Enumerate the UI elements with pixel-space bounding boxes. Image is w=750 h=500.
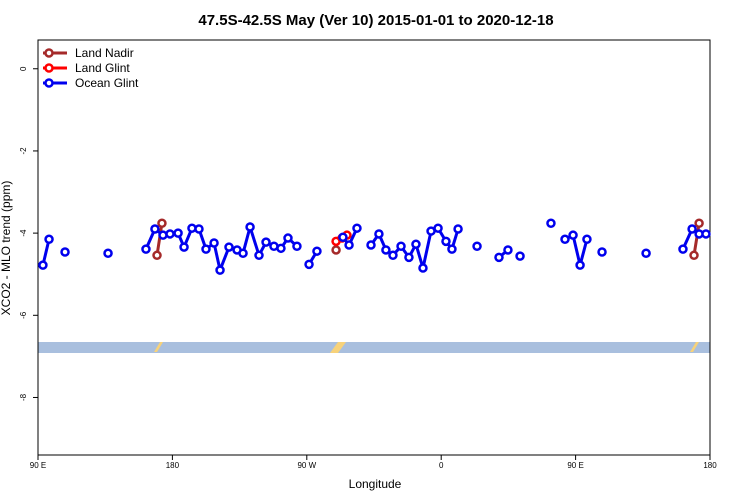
y-tick-label: -6 (19, 311, 28, 319)
x-tick-label: 0 (439, 461, 444, 470)
point (689, 250, 699, 261)
ocean-band (38, 342, 710, 353)
series-line (155, 223, 701, 256)
chart-title: 47.5S-42.5S May (Ver 10) 2015-01-01 to 2… (198, 12, 553, 29)
point (292, 241, 302, 252)
point (60, 247, 70, 257)
point (245, 222, 255, 232)
point (209, 238, 219, 248)
point (472, 241, 482, 252)
point (366, 240, 376, 250)
point (331, 245, 341, 255)
point (150, 224, 160, 234)
point (546, 218, 556, 229)
point (515, 251, 525, 261)
point (687, 224, 697, 234)
point (453, 224, 463, 234)
x-axis-label: Longitude (349, 477, 402, 491)
point (201, 244, 211, 254)
y-axis-label: XCO2 - MLO trend (ppm) (0, 181, 13, 316)
point (283, 233, 293, 243)
point (404, 252, 414, 263)
point (224, 242, 234, 252)
point (575, 260, 585, 270)
point (381, 245, 391, 255)
plot-frame (37, 39, 711, 456)
point (441, 236, 451, 247)
legend-label: Land Glint (75, 61, 130, 75)
point (157, 218, 167, 229)
x-tick-label: 90 W (297, 461, 316, 470)
point (103, 248, 113, 259)
point (447, 244, 457, 254)
point (141, 244, 151, 254)
point (641, 248, 651, 259)
point (560, 234, 570, 245)
point (597, 247, 607, 257)
legend-label: Land Nadir (75, 46, 134, 60)
point (678, 244, 688, 254)
point (396, 241, 406, 252)
point (312, 246, 322, 256)
x-tick-label: 90 E (567, 461, 583, 470)
point (215, 265, 225, 275)
y-tick-label: -4 (19, 229, 28, 237)
point (165, 229, 175, 239)
point (238, 248, 248, 259)
point (276, 243, 286, 254)
point (352, 223, 362, 233)
point (568, 230, 578, 240)
point (261, 237, 271, 247)
point (582, 234, 592, 245)
point (304, 259, 314, 270)
point (694, 218, 704, 229)
legend-marker (44, 78, 54, 88)
y-tick-label: 0 (19, 66, 28, 71)
legend-marker (44, 48, 54, 58)
y-tick-label: -8 (19, 393, 28, 401)
point (254, 250, 264, 261)
legend-marker (44, 63, 54, 73)
x-tick-label: 180 (166, 461, 180, 470)
point (338, 232, 348, 242)
legend-label: Ocean Glint (75, 76, 139, 90)
point (344, 240, 354, 250)
point (388, 250, 398, 261)
point (418, 263, 428, 273)
point (194, 224, 204, 234)
land-strip (154, 342, 163, 352)
point (494, 252, 504, 263)
point (44, 234, 54, 245)
x-tick-label: 90 E (30, 461, 46, 470)
point (433, 223, 443, 233)
y-tick-label: -2 (19, 147, 28, 155)
point (411, 239, 421, 249)
land-strip (330, 342, 346, 353)
point (374, 229, 384, 239)
point (152, 250, 162, 261)
point (503, 245, 513, 255)
land-strip (690, 342, 699, 352)
x-tick-label: 180 (703, 461, 717, 470)
point (173, 228, 183, 238)
point (701, 229, 711, 239)
point (38, 260, 48, 270)
point (179, 242, 189, 252)
